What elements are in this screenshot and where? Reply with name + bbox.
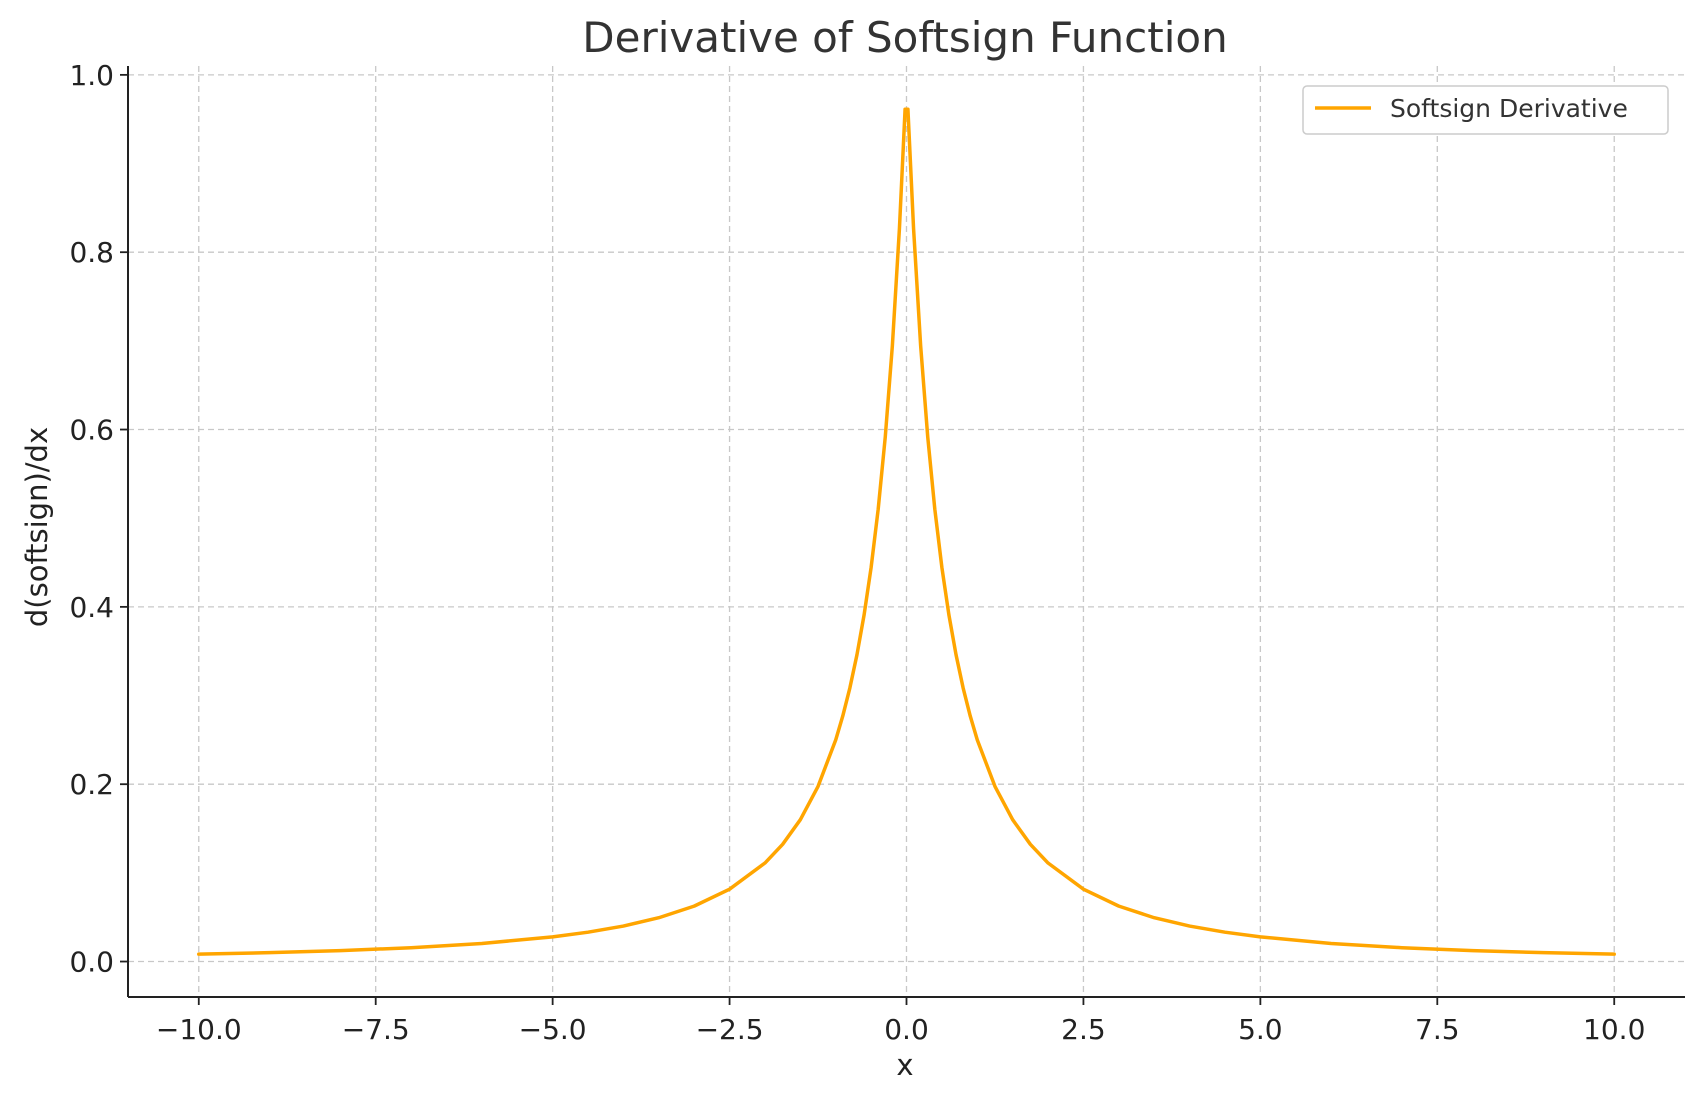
y-tick-label: 0.2 — [69, 768, 114, 801]
x-tick-label: 10.0 — [1583, 1013, 1645, 1046]
x-tick-label: −10.0 — [156, 1013, 242, 1046]
legend: Softsign Derivative — [1302, 85, 1669, 135]
legend-box — [1302, 85, 1669, 135]
series — [197, 107, 1616, 956]
x-tick-label: 2.5 — [1061, 1013, 1106, 1046]
grid — [128, 66, 1685, 997]
y-axis-label: d(softsign)/dx — [20, 427, 54, 627]
chart-title: Derivative of Softsign Function — [582, 13, 1227, 62]
x-tick-label: 5.0 — [1238, 1013, 1283, 1046]
x-tick-label: −7.5 — [342, 1013, 410, 1046]
y-tick-label: 0.0 — [69, 946, 114, 979]
ticks: −10.0 −7.5 −5.0 −2.5 0.0 2.5 5.0 7.5 10.0 0.0 0.2 0… — [69, 59, 1645, 1046]
y-tick-label: 0.6 — [69, 414, 114, 447]
y-tick-label: 1.0 — [69, 59, 114, 92]
y-tick-label: 0.8 — [69, 236, 114, 269]
series-line-softsign-derivative — [197, 107, 1616, 956]
x-tick-label: −2.5 — [696, 1013, 764, 1046]
x-tick-label: 7.5 — [1415, 1013, 1460, 1046]
x-tick-label: 0.0 — [884, 1013, 929, 1046]
legend-label: Softsign Derivative — [1390, 94, 1628, 123]
y-tick-label: 0.4 — [69, 591, 114, 624]
x-axis-label: x — [896, 1048, 913, 1082]
x-tick-label: −5.0 — [519, 1013, 587, 1046]
